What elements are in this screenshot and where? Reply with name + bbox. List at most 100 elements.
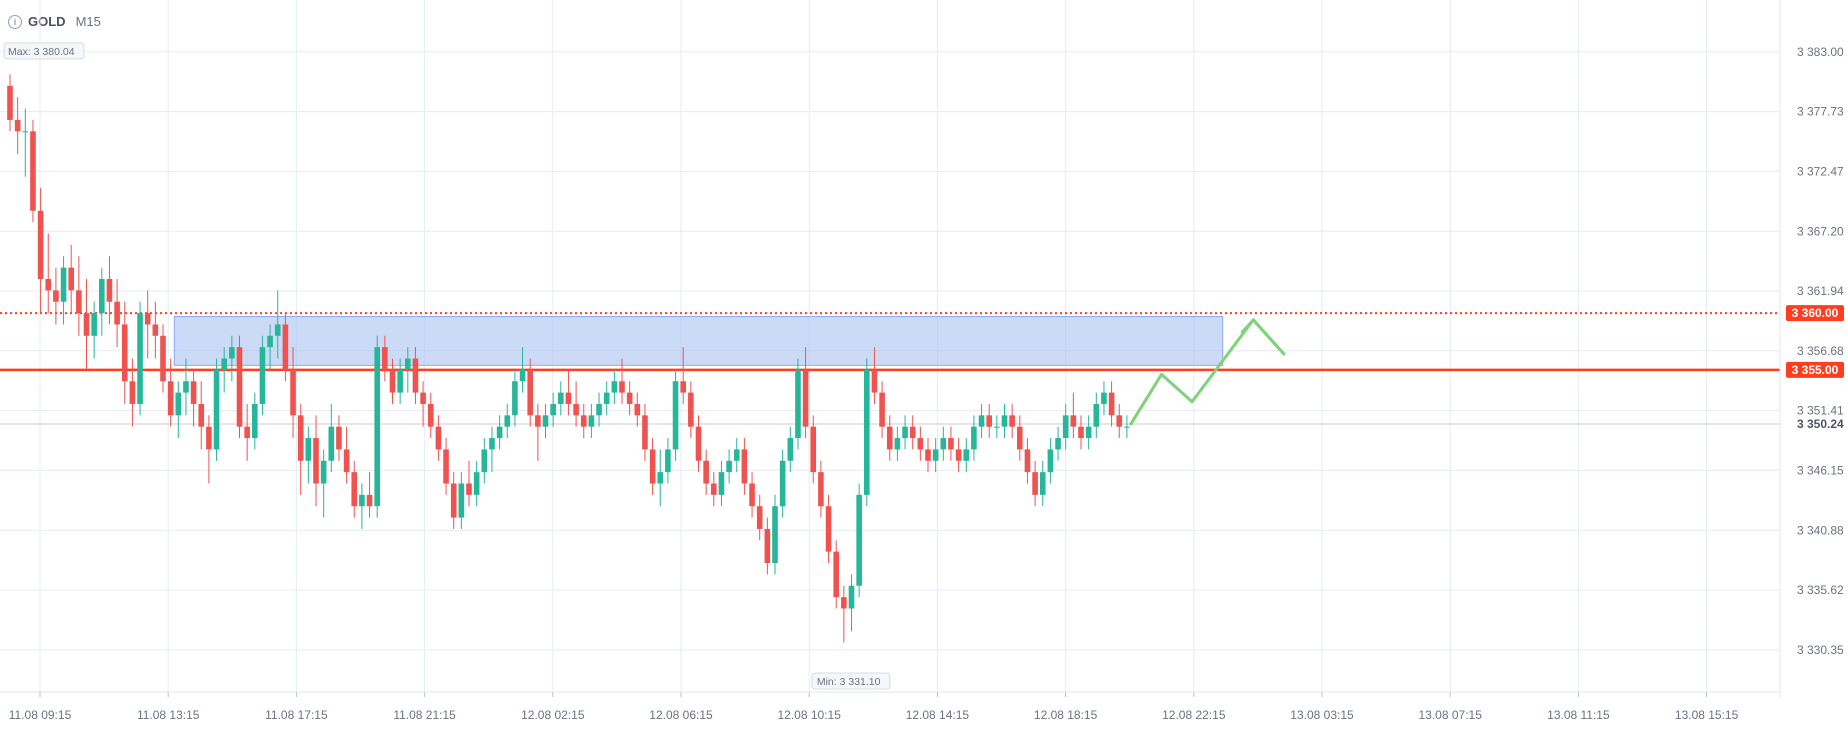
candle[interactable]	[879, 381, 885, 439]
candle[interactable]	[382, 335, 388, 382]
candle[interactable]	[558, 381, 564, 416]
candle[interactable]	[787, 426, 794, 473]
candle[interactable]	[626, 381, 633, 416]
candle[interactable]	[688, 381, 694, 439]
candle[interactable]	[856, 483, 862, 598]
candle[interactable]	[305, 426, 312, 484]
candle[interactable]	[741, 438, 748, 495]
candle[interactable]	[160, 324, 166, 393]
candle[interactable]	[588, 403, 595, 439]
candle[interactable]	[756, 494, 763, 541]
candle[interactable]	[894, 426, 901, 461]
candle[interactable]	[772, 494, 778, 575]
candle[interactable]	[14, 97, 21, 155]
candle[interactable]	[971, 415, 977, 461]
candle[interactable]	[864, 358, 870, 507]
candle[interactable]	[374, 335, 380, 518]
candle[interactable]	[313, 415, 319, 507]
candle[interactable]	[121, 301, 128, 404]
candle[interactable]	[91, 301, 97, 359]
candle[interactable]	[328, 403, 335, 473]
candle[interactable]	[336, 415, 342, 461]
candle[interactable]	[427, 392, 434, 439]
candle[interactable]	[389, 358, 396, 404]
candle[interactable]	[940, 426, 947, 461]
candle[interactable]	[412, 347, 419, 404]
candle[interactable]	[603, 381, 610, 416]
candle[interactable]	[473, 460, 480, 507]
candle[interactable]	[259, 335, 266, 416]
candle[interactable]	[420, 381, 426, 427]
candle[interactable]	[580, 403, 587, 439]
candle[interactable]	[917, 426, 924, 461]
candle[interactable]	[680, 347, 686, 404]
candle[interactable]	[68, 244, 74, 314]
candle[interactable]	[167, 358, 174, 427]
candle[interactable]	[198, 381, 205, 450]
candle[interactable]	[902, 415, 908, 450]
candle[interactable]	[1024, 438, 1031, 484]
candle[interactable]	[290, 347, 296, 439]
candle[interactable]	[695, 415, 702, 473]
candle[interactable]	[99, 267, 105, 336]
candle[interactable]	[909, 415, 916, 450]
candle[interactable]	[733, 438, 740, 473]
candle[interactable]	[504, 403, 511, 439]
candle[interactable]	[1032, 460, 1038, 507]
candle[interactable]	[221, 347, 227, 393]
candle[interactable]	[672, 369, 679, 461]
candle[interactable]	[596, 392, 602, 427]
candle[interactable]	[252, 392, 258, 450]
candle[interactable]	[1085, 415, 1092, 450]
candle[interactable]	[764, 517, 771, 575]
candle[interactable]	[481, 438, 488, 484]
candle[interactable]	[932, 438, 939, 473]
candle[interactable]	[871, 347, 878, 404]
candle[interactable]	[274, 290, 281, 359]
info-icon[interactable]: i	[8, 14, 22, 29]
candle[interactable]	[213, 358, 220, 461]
candle[interactable]	[466, 460, 472, 507]
candle[interactable]	[129, 358, 136, 427]
candle[interactable]	[1101, 381, 1107, 416]
candle[interactable]	[703, 449, 709, 495]
candle[interactable]	[60, 256, 67, 325]
candle[interactable]	[435, 415, 442, 461]
candle[interactable]	[833, 540, 839, 609]
candle[interactable]	[726, 449, 732, 484]
candle[interactable]	[1070, 392, 1077, 439]
candle[interactable]	[1009, 403, 1015, 439]
candle[interactable]	[963, 438, 970, 473]
candle[interactable]	[351, 460, 358, 518]
candle[interactable]	[848, 574, 855, 632]
candle[interactable]	[810, 415, 817, 484]
candle[interactable]	[37, 188, 44, 314]
candle[interactable]	[496, 415, 503, 450]
candle[interactable]	[978, 403, 985, 439]
candle[interactable]	[1093, 392, 1100, 439]
candle[interactable]	[1078, 415, 1084, 450]
candle[interactable]	[450, 472, 457, 529]
candle[interactable]	[886, 415, 893, 461]
candle[interactable]	[30, 119, 36, 223]
candle[interactable]	[244, 403, 250, 461]
candle[interactable]	[535, 403, 541, 461]
candle[interactable]	[1047, 438, 1054, 484]
candle[interactable]	[779, 449, 786, 518]
candle[interactable]	[190, 369, 197, 427]
candle[interactable]	[1017, 415, 1023, 461]
candle[interactable]	[841, 585, 847, 643]
candle[interactable]	[359, 483, 365, 529]
candle[interactable]	[925, 438, 931, 473]
candle[interactable]	[366, 472, 373, 518]
candle[interactable]	[397, 358, 403, 404]
candle[interactable]	[183, 358, 189, 416]
candle[interactable]	[236, 335, 243, 439]
candle[interactable]	[1116, 403, 1123, 439]
candle[interactable]	[106, 256, 113, 325]
candle[interactable]	[527, 358, 533, 427]
candle[interactable]	[512, 369, 518, 427]
candle[interactable]	[206, 415, 212, 484]
candle[interactable]	[955, 438, 962, 473]
